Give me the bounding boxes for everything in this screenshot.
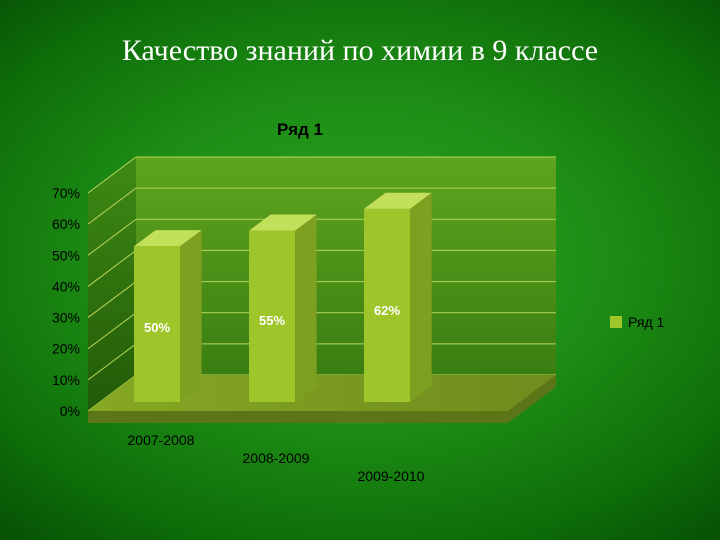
slide-title: Качество знаний по химии в 9 классе: [0, 34, 720, 68]
svg-text:2009-2010: 2009-2010: [358, 468, 425, 484]
svg-text:55%: 55%: [259, 313, 285, 328]
slide: Качество знаний по химии в 9 классе Ряд …: [0, 0, 720, 540]
chart-svg: 0%10%20%30%40%50%60%70%50%2007-200855%20…: [56, 145, 596, 475]
svg-text:62%: 62%: [374, 303, 400, 318]
svg-text:50%: 50%: [144, 320, 170, 335]
svg-text:0%: 0%: [60, 403, 80, 419]
svg-text:50%: 50%: [52, 247, 80, 263]
svg-text:10%: 10%: [52, 372, 80, 388]
svg-text:2007-2008: 2007-2008: [128, 432, 195, 448]
svg-text:30%: 30%: [52, 310, 80, 326]
svg-text:2008-2009: 2008-2009: [243, 450, 310, 466]
svg-text:70%: 70%: [52, 185, 80, 201]
svg-text:20%: 20%: [52, 341, 80, 357]
legend-swatch: [610, 316, 622, 328]
legend-label: Ряд 1: [628, 314, 664, 330]
chart-series-title: Ряд 1: [0, 120, 600, 140]
chart-legend: Ряд 1: [610, 314, 664, 330]
svg-text:40%: 40%: [52, 278, 80, 294]
svg-text:60%: 60%: [52, 216, 80, 232]
bar-chart-3d: 0%10%20%30%40%50%60%70%50%2007-200855%20…: [56, 145, 596, 475]
